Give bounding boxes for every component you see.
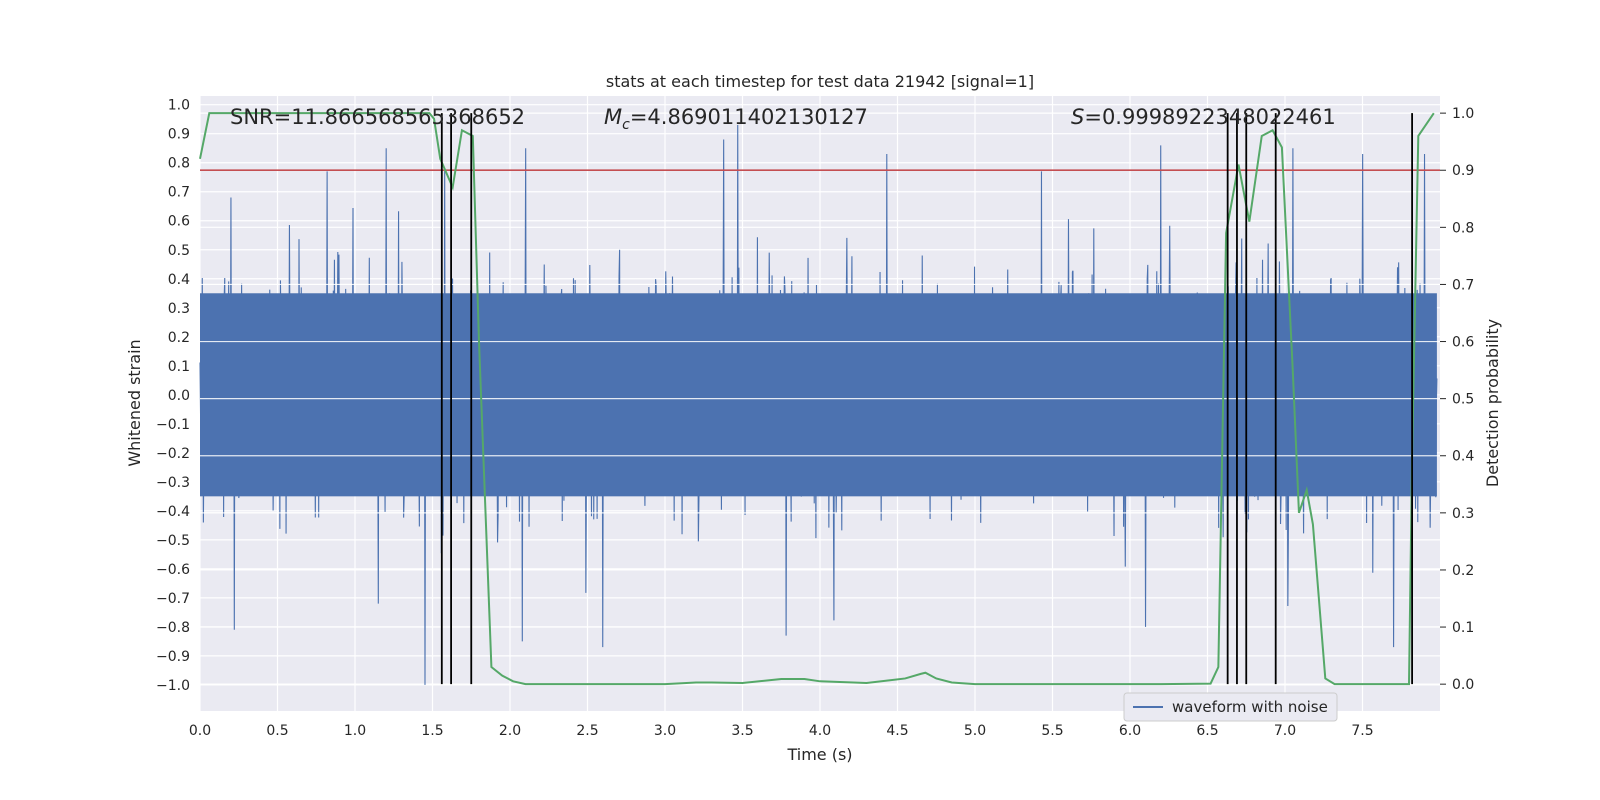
x-tick-label: 1.5 [421,723,443,739]
tick-labels: 0.0 0.5 1.0 1.5 2.0 2.5 3.0 3.5 4.0 4.5 5.0 5.5 6.0 6… [156,98,1474,739]
x-tick-label: 6.5 [1196,723,1218,739]
y2-tick-label: 1.0 [1452,106,1474,122]
y-tick-label: 0.5 [168,243,190,259]
y2-tick-label: 0.6 [1452,335,1474,351]
x-tick-label: 4.0 [809,723,831,739]
y2-tick-label: 0.4 [1452,449,1474,465]
x-tick-label: 0.5 [266,723,288,739]
y-tick-label: −0.6 [156,562,190,578]
x-tick-label: 5.5 [1041,723,1063,739]
y-tick-label: −0.4 [156,504,190,520]
waveform-core-band [200,293,1437,497]
y-tick-label: 0.4 [168,272,190,288]
snr-annotation: SNR=11.866568565368652 [230,105,525,129]
x-tick-label: 2.0 [499,723,521,739]
y-tick-label: 0.1 [168,359,190,375]
y-tick-label: 0.6 [168,214,190,230]
y-tick-label: 0.0 [168,388,190,404]
chirp-mass-annotation: Mc=4.869011402130127 [604,105,868,133]
x-tick-label: 6.0 [1119,723,1141,739]
y-tick-label: −0.3 [156,475,190,491]
x-tick-label: 4.5 [886,723,908,739]
y-tick-label: −0.9 [156,649,190,665]
y2-tick-label: 0.2 [1452,563,1474,579]
x-tick-label: 2.5 [576,723,598,739]
waveform-series [199,125,1440,685]
y-tick-label: −0.2 [156,446,190,462]
y2-axis-label: Detection probability [1483,319,1502,487]
y-axis-label: Whitened strain [125,339,144,466]
probability-line [199,112,1435,686]
y2-tick-label: 0.5 [1452,392,1474,408]
legend-box [1123,692,1338,722]
y2-tick-label: 0.1 [1452,620,1474,636]
y-tick-label: 0.2 [168,330,190,346]
y-tick-label: 1.0 [168,98,190,114]
legend-label: waveform with noise [1172,698,1328,716]
legend: waveform with noise [1123,692,1338,722]
y-tick-label: −0.1 [156,417,190,433]
y2-tick-label: 0.3 [1452,506,1474,522]
x-tick-label: 1.0 [344,723,366,739]
y-tick-label: −0.8 [156,620,190,636]
y2-tick-label: 0.0 [1452,677,1474,693]
detection-lines [440,113,1413,685]
y2-tick-label: 0.9 [1452,163,1474,179]
x-axis-label: Time (s) [786,745,852,764]
y-tick-label: 0.9 [168,127,190,143]
x-tick-label: 7.0 [1274,723,1296,739]
x-tick-label: 3.5 [731,723,753,739]
x-tick-label: 0.0 [189,723,211,739]
y-tick-label: −1.0 [156,678,190,694]
y-tick-label: −0.5 [156,533,190,549]
y-tick-label: 0.3 [168,301,190,317]
x-tick-label: 7.5 [1351,723,1373,739]
probability-series [199,112,1440,686]
y-tick-label: 0.8 [168,156,190,172]
y-tick-label: −0.7 [156,591,190,607]
x-tick-label: 3.0 [654,723,676,739]
y2-tick-label: 0.7 [1452,277,1474,293]
x-tick-label: 5.0 [964,723,986,739]
score-annotation: S=0.9998922348022461 [1071,105,1336,129]
chart-title: stats at each timestep for test data 219… [606,72,1034,91]
y2-tick-label: 0.8 [1452,220,1474,236]
y-tick-label: 0.7 [168,185,190,201]
